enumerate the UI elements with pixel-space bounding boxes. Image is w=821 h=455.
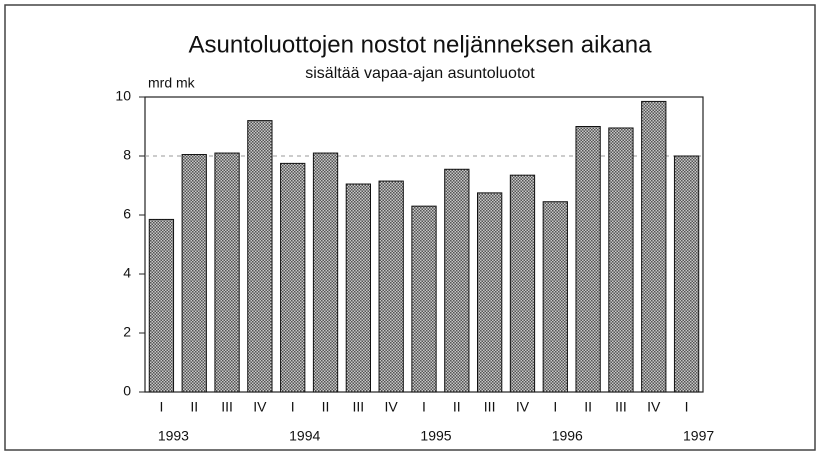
bar xyxy=(411,205,437,393)
x-tick-label: IV xyxy=(647,399,661,415)
bar xyxy=(312,152,339,393)
x-tick-label: I xyxy=(422,399,426,415)
x-tick-label: IV xyxy=(385,399,399,415)
x-tick-label: II xyxy=(584,399,592,415)
x-tick-label: I xyxy=(291,399,295,415)
y-axis-label: mrd mk xyxy=(148,75,196,91)
bar xyxy=(181,154,207,393)
x-tick-label: IV xyxy=(516,399,530,415)
year-label: 1995 xyxy=(420,428,451,444)
y-tick-label: 8 xyxy=(123,147,131,163)
bar xyxy=(575,126,601,393)
y-tick-label: 6 xyxy=(123,206,131,222)
bar xyxy=(477,192,503,393)
x-tick-label: II xyxy=(322,399,330,415)
y-tick-label: 4 xyxy=(123,265,131,281)
bar xyxy=(542,201,568,393)
x-tick-label: I xyxy=(685,399,689,415)
frame xyxy=(4,4,816,451)
chart-title: Asuntoluottojen nostot neljänneksen aika… xyxy=(188,31,652,58)
year-label: 1996 xyxy=(552,428,583,444)
bar xyxy=(280,162,306,393)
chart-subtitle: sisältää vapaa-ajan asuntoluotot xyxy=(305,65,535,82)
x-tick-label: III xyxy=(615,399,627,415)
bar xyxy=(247,120,273,393)
x-tick-label: IV xyxy=(253,399,267,415)
bar xyxy=(641,100,667,393)
bar xyxy=(148,218,175,393)
bar xyxy=(509,174,536,393)
bar xyxy=(608,127,634,393)
bar xyxy=(214,152,240,393)
year-label: 1997 xyxy=(683,428,714,444)
x-tick-label: III xyxy=(353,399,365,415)
x-tick-label: II xyxy=(453,399,461,415)
year-label: 1993 xyxy=(158,428,189,444)
y-tick-label: 2 xyxy=(123,324,131,340)
x-tick-label: I xyxy=(159,399,163,415)
year-label: 1994 xyxy=(289,428,320,444)
bar xyxy=(673,155,700,393)
x-tick-label: III xyxy=(221,399,233,415)
y-tick-label: 10 xyxy=(115,88,131,104)
bar xyxy=(378,180,404,393)
x-tick-label: III xyxy=(484,399,496,415)
bar xyxy=(444,168,470,393)
y-tick-label: 0 xyxy=(123,383,131,399)
bar xyxy=(345,183,371,393)
x-tick-label: I xyxy=(553,399,557,415)
x-tick-label: II xyxy=(190,399,198,415)
